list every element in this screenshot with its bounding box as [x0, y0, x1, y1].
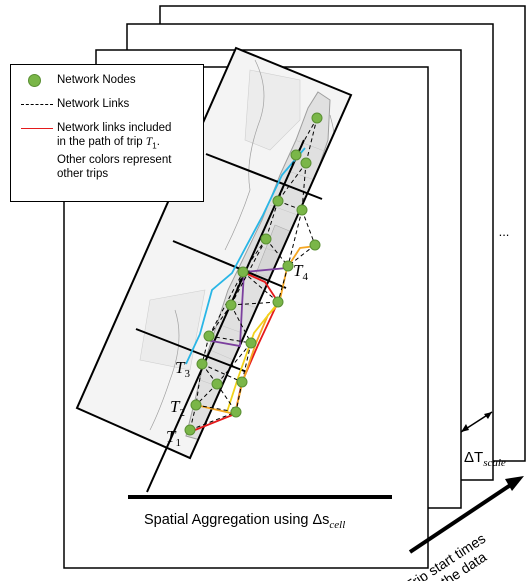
network-node: [300, 157, 312, 169]
network-node: [311, 112, 323, 124]
network-nodes: [184, 112, 323, 436]
network-node: [230, 406, 242, 418]
time-axis-arrow: [408, 476, 524, 554]
legend-links-label: Network Links: [57, 98, 130, 110]
legend-nodes-label: Network Nodes: [57, 74, 136, 86]
network-node: [260, 233, 272, 245]
spatial-aggregation-caption: Spatial Aggregation using Δscell: [144, 512, 345, 531]
network-node: [309, 239, 321, 251]
network-node: [272, 195, 284, 207]
network-node: [296, 204, 308, 216]
network-node: [203, 330, 215, 342]
trip-purple-path: [205, 267, 288, 348]
trip-label-t2: T2: [170, 397, 185, 419]
more-frames-ellipsis: ...: [499, 224, 510, 239]
trip-yellow-path: [226, 303, 278, 413]
network-node: [190, 399, 202, 411]
legend-path-symbol: [17, 121, 53, 135]
trip-label-t1: T1: [166, 427, 181, 449]
delta-t-scale-label: ΔTscale: [464, 449, 506, 469]
trip-cyan-path: [185, 147, 306, 365]
network-node: [290, 149, 302, 161]
network-node: [236, 376, 248, 388]
legend-node-symbol: [17, 73, 47, 87]
legend-path-label: Network links included in the path of tr…: [57, 122, 172, 181]
network-node: [225, 299, 237, 311]
legend-link-symbol: [17, 97, 53, 111]
network-node: [272, 296, 284, 308]
network-node: [282, 260, 294, 272]
trip-label-t4: T4: [293, 261, 308, 283]
network-node: [184, 424, 196, 436]
network-node: [211, 378, 223, 390]
delta-t-scale-marker: [460, 411, 493, 433]
trip-label-t3: T3: [175, 358, 190, 380]
network-node: [196, 358, 208, 370]
network-node: [237, 266, 249, 278]
legend: Network Nodes Network Links Network link…: [10, 64, 204, 202]
network-node: [245, 337, 257, 349]
